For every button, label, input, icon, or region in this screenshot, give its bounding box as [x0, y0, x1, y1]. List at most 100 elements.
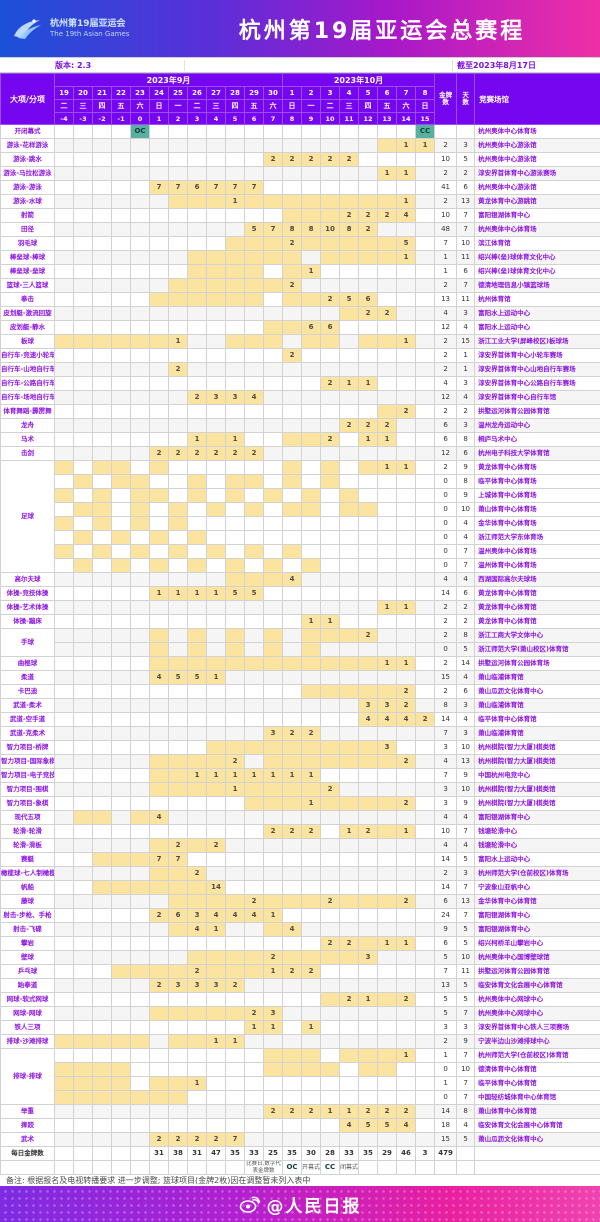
- day-cell: [112, 447, 131, 461]
- sport-name-cell: 射击-飞碟: [1, 923, 55, 937]
- day-cell: [245, 923, 264, 937]
- day-cell: [359, 1049, 378, 1063]
- day-cell: 1: [226, 195, 245, 209]
- daynum-header: 12: [359, 113, 378, 125]
- day-cell: 2: [245, 447, 264, 461]
- day-cell: [74, 517, 93, 531]
- day-cell: [416, 153, 435, 167]
- day-cell: [283, 209, 302, 223]
- gold-count-cell: 2: [435, 363, 457, 377]
- day-cell: [74, 181, 93, 195]
- day-cell: [245, 503, 264, 517]
- day-cell: [226, 335, 245, 349]
- day-cell: 2: [264, 951, 283, 965]
- day-cell: [302, 979, 321, 993]
- day-cell: 1: [207, 769, 226, 783]
- day-cell: 8: [340, 223, 359, 237]
- day-cell: [150, 1049, 169, 1063]
- day-cell: [321, 867, 340, 881]
- day-cell: [302, 531, 321, 545]
- day-cell: 2: [397, 685, 416, 699]
- day-cell: [302, 349, 321, 363]
- gold-count-cell: 1: [435, 1049, 457, 1063]
- day-cell: [188, 881, 207, 895]
- day-cell: [264, 447, 283, 461]
- day-cell: [378, 769, 397, 783]
- day-cell: [112, 307, 131, 321]
- gold-count-cell: [435, 125, 457, 139]
- day-cell: [74, 979, 93, 993]
- gold-count-cell: 2: [435, 335, 457, 349]
- day-cell: [264, 755, 283, 769]
- venue-cell: 淳安界首体育中心自行车馆: [475, 391, 600, 405]
- day-cell: [378, 1049, 397, 1063]
- day-cell: [378, 1077, 397, 1091]
- day-cell: [93, 937, 112, 951]
- days-count-cell: 11: [457, 293, 475, 307]
- day-cell: [340, 657, 359, 671]
- day-cell: [188, 503, 207, 517]
- day-cell: [150, 923, 169, 937]
- day-cell: [169, 1091, 188, 1105]
- day-cell: [416, 1021, 435, 1035]
- day-cell: [93, 713, 112, 727]
- day-cell: [188, 1063, 207, 1077]
- day-cell: [245, 153, 264, 167]
- day-cell: [188, 643, 207, 657]
- day-cell: 1: [378, 461, 397, 475]
- days-count-cell: 4: [457, 811, 475, 825]
- sport-name-cell: 自行车-山地自行车: [1, 363, 55, 377]
- date-header: 19: [55, 87, 74, 100]
- day-cell: [416, 629, 435, 643]
- day-cell: [321, 657, 340, 671]
- day-cell: [359, 727, 378, 741]
- days-count-cell: 14: [457, 657, 475, 671]
- day-cell: [264, 181, 283, 195]
- day-cell: [131, 895, 150, 909]
- day-cell: [302, 993, 321, 1007]
- day-cell: 1: [150, 587, 169, 601]
- gold-count-cell: 2: [435, 195, 457, 209]
- day-cell: [321, 671, 340, 685]
- day-cell: [340, 1077, 359, 1091]
- date-header: 23: [131, 87, 150, 100]
- day-cell: [397, 377, 416, 391]
- sport-name-cell: 射击-步枪、手枪: [1, 909, 55, 923]
- day-cell: [321, 1035, 340, 1049]
- day-cell: [169, 237, 188, 251]
- day-cell: 2: [321, 293, 340, 307]
- days-count-cell: 11: [457, 965, 475, 979]
- day-cell: [416, 1035, 435, 1049]
- day-cell: [188, 685, 207, 699]
- day-cell: [321, 909, 340, 923]
- day-cell: [416, 685, 435, 699]
- sport-name-cell: 智力项目-电子竞技: [1, 769, 55, 783]
- day-cell: [264, 419, 283, 433]
- day-cell: 2: [340, 937, 359, 951]
- day-cell: [150, 993, 169, 1007]
- day-cell: 2: [397, 895, 416, 909]
- day-cell: [283, 503, 302, 517]
- day-cell: [321, 139, 340, 153]
- day-cell: [150, 727, 169, 741]
- gold-count-cell: 12: [435, 391, 457, 405]
- sport-name-cell: 攀岩: [1, 937, 55, 951]
- day-cell: 2: [378, 419, 397, 433]
- day-cell: 4: [226, 909, 245, 923]
- day-cell: [397, 531, 416, 545]
- day-cell: [150, 895, 169, 909]
- day-cell: [416, 559, 435, 573]
- day-cell: [112, 993, 131, 1007]
- day-cell: [416, 909, 435, 923]
- day-cell: [321, 1063, 340, 1077]
- days-count-cell: 3: [457, 377, 475, 391]
- day-cell: 1: [397, 937, 416, 951]
- day-cell: 1: [283, 769, 302, 783]
- day-cell: [283, 1077, 302, 1091]
- day-cell: 2: [302, 1105, 321, 1119]
